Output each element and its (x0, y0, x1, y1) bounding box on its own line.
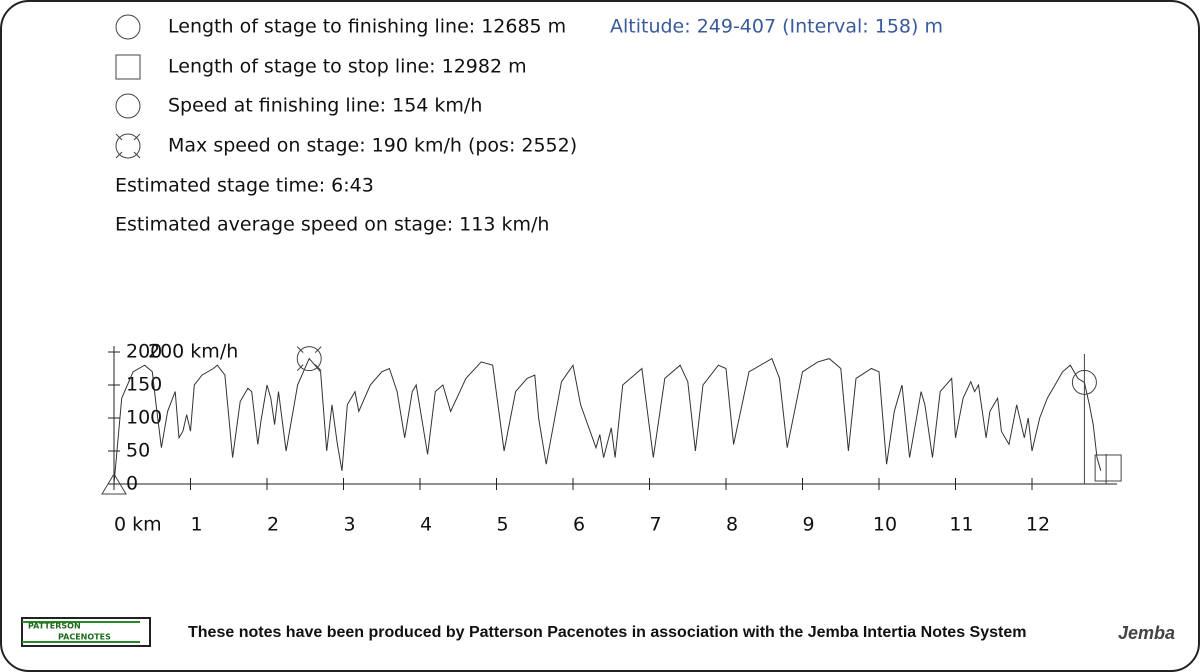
y-tick-label: 200 (126, 341, 162, 363)
x-tick-label: 10 (873, 514, 897, 536)
logo-left: PATTERSON PACENOTES (21, 617, 151, 647)
altitude: Altitude: 249-407 (Interval: 158) m (610, 16, 943, 38)
finish-marker (1071, 369, 1097, 395)
info-line: Length of stage to stop line: 12982 m (168, 56, 527, 78)
y-axis-label: 200 km/h (148, 341, 238, 363)
x-tick-label: 7 (649, 514, 661, 536)
stop-icon (115, 54, 141, 80)
x-tick-label: 2 (267, 514, 279, 536)
max-speed-icon (115, 133, 141, 159)
logo-text: PACENOTES (58, 633, 111, 642)
x-tick-label: 3 (343, 514, 355, 536)
info-line: Speed at finishing line: 154 km/h (168, 95, 482, 117)
x-tick-label: 6 (573, 514, 585, 536)
info-line: Estimated stage time: 6:43 (115, 175, 374, 197)
x-tick-label: 1 (190, 514, 202, 536)
finish-icon (115, 14, 141, 40)
footer-text: These notes have been produced by Patter… (188, 624, 1026, 641)
max-speed-whiskers (296, 346, 322, 371)
logo-text: PATTERSON (28, 622, 81, 631)
speed-icon (115, 93, 141, 119)
info-line: Length of stage to finishing line: 12685… (168, 16, 566, 38)
info-line: Max speed on stage: 190 km/h (pos: 2552) (168, 135, 577, 157)
start-marker (101, 473, 127, 495)
x-tick-label: 4 (420, 514, 432, 536)
x-tick-label: 5 (496, 514, 508, 536)
speed-line (113, 357, 1102, 485)
max-speed-marker (296, 346, 322, 372)
x-tick-label: 11 (949, 514, 973, 536)
x-tick-label: 12 (1026, 514, 1050, 536)
x-tick-label: 0 km (114, 514, 162, 536)
y-tick-label: 50 (126, 440, 150, 462)
y-tick-label: 0 (126, 473, 138, 495)
info-line: Estimated average speed on stage: 113 km… (115, 214, 549, 236)
stop-marker (1094, 454, 1122, 482)
x-tick-label: 8 (726, 514, 738, 536)
y-tick-label: 100 (126, 407, 162, 429)
x-tick-label: 9 (802, 514, 814, 536)
logo-right: Jemba (1118, 623, 1175, 643)
